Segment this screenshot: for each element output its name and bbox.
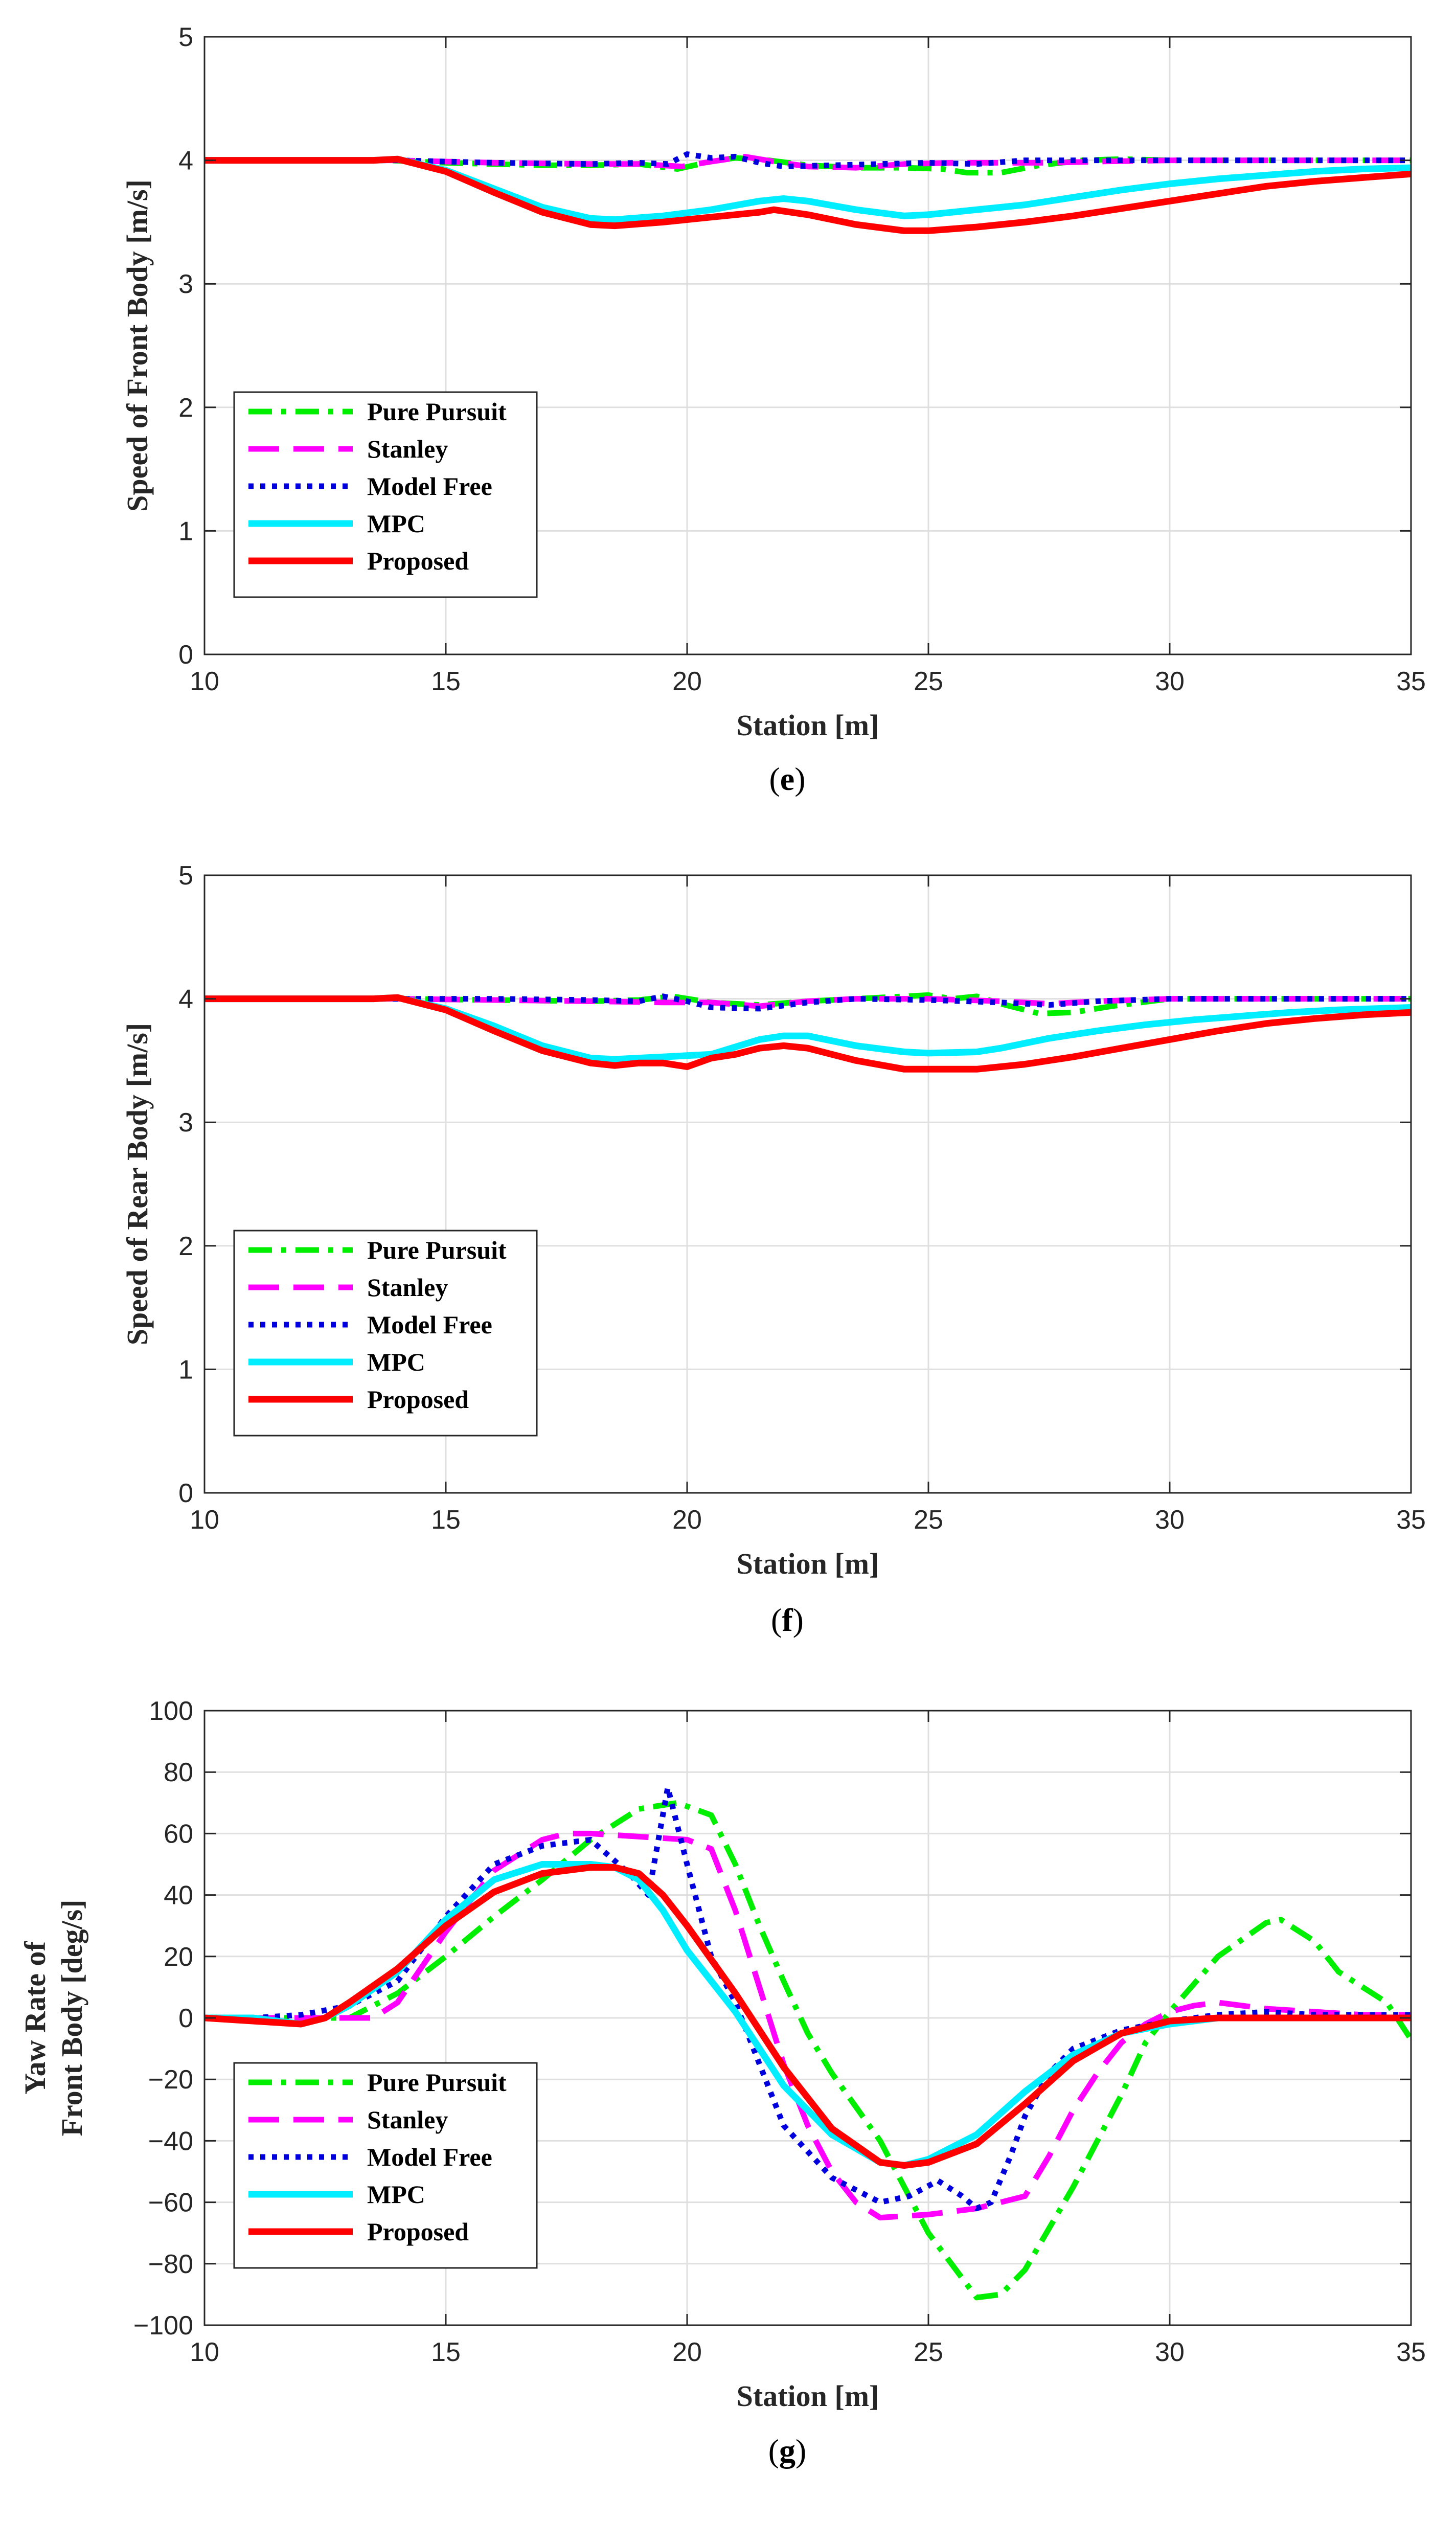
legend-label: Stanley: [367, 2105, 448, 2134]
legend-label: MPC: [367, 1348, 425, 1376]
legend-label: Model Free: [367, 2143, 492, 2171]
x-tick-label: 25: [914, 1505, 943, 1535]
y-tick-label: 4: [178, 146, 193, 176]
y-tick-label: 100: [149, 1696, 193, 1726]
caption-paren: (: [771, 1602, 782, 1638]
legend-label: Proposed: [367, 2217, 469, 2246]
series-group: [204, 1784, 1411, 2301]
y-tick-label: 80: [164, 1758, 193, 1787]
x-tick-label: 35: [1396, 2337, 1426, 2367]
x-tick-label: 30: [1155, 2337, 1185, 2367]
y-tick-label: −100: [133, 2311, 193, 2341]
y-axis-title: Speed of Front Body [m/s]: [121, 179, 154, 512]
x-tick-label: 15: [431, 1505, 461, 1535]
y-tick-label: 3: [178, 269, 193, 299]
axes-box: [203, 874, 1412, 1494]
legend: Pure Pursuit Stanley Model Free MPC Proposed: [233, 1230, 538, 1437]
x-tick-label: 30: [1155, 667, 1185, 696]
series-line-mpc: [204, 155, 1411, 223]
legend-label: Stanley: [367, 435, 448, 463]
legend-label: Pure Pursuit: [367, 1236, 507, 1264]
caption-letter: f: [782, 1602, 793, 1638]
y-tick-label: 0: [178, 640, 193, 670]
y-tick-label: 1: [178, 516, 193, 546]
y-tick-label: 60: [164, 1819, 193, 1849]
axes-box: [203, 36, 1412, 655]
legend-label: Proposed: [367, 547, 469, 575]
y-tick-label: −60: [148, 2188, 193, 2218]
series-line-pure-pursuit: [204, 1800, 1411, 2301]
panel-caption: (g): [768, 2433, 807, 2469]
y-tick-label: 2: [178, 393, 193, 423]
legend-label: MPC: [367, 509, 425, 538]
panel-caption: (f): [771, 1602, 804, 1638]
caption-letter: g: [779, 2433, 795, 2469]
x-axis-title: Station [m]: [737, 1547, 879, 1580]
legend: Pure Pursuit Stanley Model Free MPC Proposed: [233, 2062, 538, 2269]
x-tick-label: 15: [431, 2337, 461, 2367]
y-tick-label: 1: [178, 1355, 193, 1384]
caption-paren: ): [793, 1602, 804, 1638]
legend-label: Model Free: [367, 472, 492, 501]
chart-panel-g: 10 15 20 25 30 35 −100 −80 −60 −40 −20 0 20 40 60 80 100…: [18, 1696, 1426, 2469]
x-tick-label: 10: [190, 1505, 219, 1535]
caption-paren: (: [769, 761, 780, 797]
y-tick-label: 20: [164, 1942, 193, 1972]
x-tick-label: 15: [431, 667, 461, 696]
caption-paren: ): [794, 761, 805, 797]
series-group: [204, 151, 1411, 234]
x-axis-title: Station [m]: [737, 2379, 879, 2413]
x-tick-label: 10: [190, 667, 219, 696]
chart-panel-f: 10 15 20 25 30 35 0 1 2 3 4 5 Station [m] Speed of Re…: [121, 861, 1426, 1638]
x-tick-label: 20: [672, 667, 702, 696]
legend-label: MPC: [367, 2180, 425, 2209]
x-tick-label: 30: [1155, 1505, 1185, 1535]
y-tick-label: 3: [178, 1108, 193, 1138]
y-tick-label: −20: [148, 2065, 193, 2095]
x-tick-label: 20: [672, 2337, 702, 2367]
legend-label: Model Free: [367, 1310, 492, 1339]
legend-label: Stanley: [367, 1273, 448, 1302]
y-tick-label: 5: [178, 861, 193, 891]
x-tick-label: 25: [914, 667, 943, 696]
series-line-proposed: [204, 1864, 1411, 2169]
caption-paren: ): [795, 2433, 806, 2469]
y-axis-title: Speed of Rear Body [m/s]: [121, 1023, 154, 1345]
y-axis-title: Yaw Rate of: [18, 1941, 52, 2095]
y-axis-title: Front Body [deg/s]: [55, 1900, 88, 2137]
x-tick-label: 10: [190, 2337, 219, 2367]
legend: Pure Pursuit Stanley Model Free MPC Proposed: [233, 391, 538, 598]
series-line-proposed: [204, 155, 1411, 234]
legend-label: Pure Pursuit: [367, 2068, 507, 2097]
series-line-model-free: [204, 151, 1411, 170]
series-line-model-free: [204, 993, 1411, 1012]
x-tick-label: 35: [1396, 667, 1426, 696]
series-group: [204, 992, 1411, 1073]
series-line-mpc: [204, 994, 1411, 1063]
x-tick-label: 20: [672, 1505, 702, 1535]
y-tick-label: 4: [178, 985, 193, 1014]
series-line-model-free: [204, 1784, 1411, 2212]
y-tick-label: 2: [178, 1232, 193, 1261]
legend-label: Proposed: [367, 1385, 469, 1414]
chart-panel-e: 10 15 20 25 30 35 0 1 2 3 4 5 Station [m] Speed of Fr…: [121, 22, 1426, 797]
y-tick-label: 0: [178, 2004, 193, 2033]
y-tick-label: 5: [178, 22, 193, 52]
y-tick-label: 40: [164, 1881, 193, 1911]
legend-label: Pure Pursuit: [367, 397, 507, 426]
x-tick-label: 35: [1396, 1505, 1426, 1535]
caption-paren: (: [768, 2433, 779, 2469]
y-tick-label: −40: [148, 2126, 193, 2156]
x-axis-title: Station [m]: [737, 709, 879, 742]
panel-caption: (e): [769, 761, 805, 797]
series-line-proposed: [204, 994, 1411, 1073]
y-tick-label: −80: [148, 2250, 193, 2279]
x-tick-label: 25: [914, 2337, 943, 2367]
caption-letter: e: [780, 761, 794, 797]
series-line-stanley: [204, 1830, 1411, 2221]
y-tick-label: 0: [178, 1479, 193, 1508]
